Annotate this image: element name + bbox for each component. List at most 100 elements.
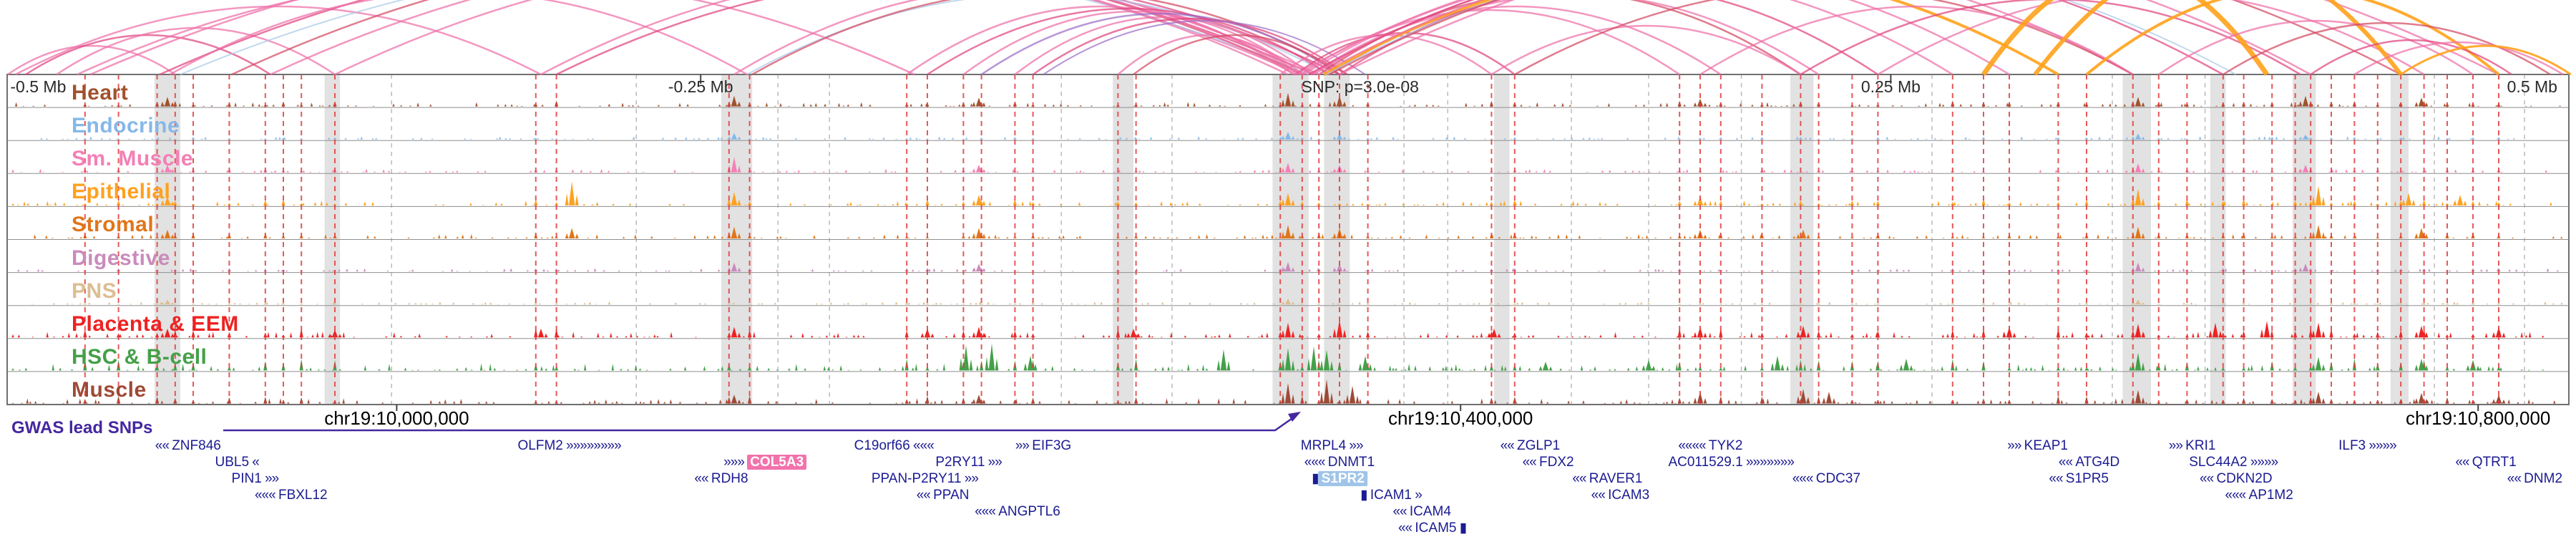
gene-strand-chevrons: ««« [2225, 488, 2249, 503]
ruler-coordinate-label: chr19:10,000,000 [324, 407, 469, 429]
gene-strand-chevrons: »»»»»»»» [562, 438, 622, 453]
gene-label[interactable]: «« ICAM4 [1392, 504, 1451, 519]
interaction-arc [1318, 0, 2311, 76]
interaction-arc [2033, 0, 2403, 76]
gene-name: MRPL4 [1300, 438, 1347, 453]
interaction-arc [1981, 0, 2269, 76]
gene-label[interactable]: »» EIF3G [1015, 438, 1071, 453]
gene-name: ILF3 [2338, 438, 2366, 453]
interaction-arc [169, 0, 748, 76]
interaction-arc [2158, 19, 2474, 76]
interaction-arc [1877, 0, 2425, 76]
gene-label[interactable]: PPAN-P2RY11 »» [872, 471, 979, 486]
gene-name: EIF3G [1032, 438, 1072, 453]
gene-label[interactable]: «« S1PR5 [2049, 471, 2109, 486]
gene-label[interactable]: «« RAVER1 [1572, 471, 1642, 486]
interaction-arc [556, 0, 1340, 76]
track-label: Muscle [72, 377, 147, 402]
track-signal [33, 225, 2563, 238]
gene-label[interactable]: «« ICAM3 [1591, 488, 1650, 503]
gene-name: ZGLP1 [1517, 438, 1561, 453]
gene-label[interactable]: «« PPAN [917, 488, 970, 503]
gene-label[interactable]: »» KRI1 [2169, 438, 2216, 453]
gene-label[interactable]: ▮ ICAM1 » [1360, 488, 1423, 503]
gene-name: CDKN2D [2216, 471, 2273, 486]
gene-name: QTRT1 [2472, 455, 2517, 470]
gene-name: ZNF846 [172, 438, 221, 453]
gene-strand-chevrons: «« [1397, 521, 1415, 536]
gene-label[interactable]: MRPL4 »» [1300, 438, 1364, 453]
gene-name: CDC37 [1815, 471, 1861, 486]
track-label: Digestive [72, 246, 170, 270]
gene-label[interactable]: ««« FBXL12 [255, 488, 328, 503]
gene-strand-chevrons: »» [985, 455, 1002, 470]
gene-strand-chevrons: «« [2455, 455, 2472, 470]
gene-strand-chevrons: »» [2007, 438, 2024, 453]
gene-label[interactable]: AC011529.1 »»»»»»» [1668, 455, 1794, 470]
gene-label[interactable]: ««« CDC37 [1792, 471, 1860, 486]
track-label: Endocrine [72, 114, 180, 138]
interaction-arc [1310, 5, 1722, 76]
axis-label: SNP: p=3.0e-08 [1301, 77, 1419, 96]
gene-name: ICAM4 [1409, 504, 1451, 519]
interaction-arc [334, 0, 1289, 76]
gene-label[interactable]: UBL5 « [215, 455, 259, 470]
gene-label[interactable]: «« FDX2 [1523, 455, 1574, 470]
gene-label[interactable]: «« ZNF846 [155, 438, 221, 453]
interaction-arc [2400, 44, 2572, 76]
axis-label: 0.25 Mb [1860, 77, 1921, 96]
gene-strand-chevrons: «« [916, 488, 934, 503]
gene-strand-chevrons: ««« [254, 488, 278, 503]
gene-strand-chevrons: »» [961, 471, 979, 486]
gene-name: ANGPTL6 [998, 504, 1060, 519]
interaction-arc [1014, 16, 1312, 75]
gene-name: TYK2 [1708, 438, 1743, 453]
gene-strand-chevrons: «« [1572, 471, 1589, 486]
gene-label[interactable]: ««« AP1M2 [2225, 488, 2293, 503]
gene-label[interactable]: ««« DNMT1 [1304, 455, 1375, 470]
gene-label[interactable]: C19orf66 ««« [854, 438, 935, 453]
gene-label[interactable]: «« CDKN2D [2200, 471, 2273, 486]
gene-label[interactable]: ▮ S1PR2 [1312, 471, 1367, 486]
gene-label[interactable]: ««« ANGPTL6 [975, 504, 1060, 519]
interaction-arc [2085, 0, 2500, 76]
gene-label[interactable]: «« QTRT1 [2455, 455, 2516, 470]
gene-label[interactable]: «« ZGLP1 [1501, 438, 1561, 453]
gwas-lead-snps-label: GWAS lead SNPs [11, 418, 153, 437]
interaction-arc [1514, 0, 2134, 76]
interaction-arc [906, 5, 1294, 76]
ruler-coordinate-label: chr19:10,800,000 [2405, 407, 2551, 429]
gene-label[interactable]: »»» COL5A3 [723, 455, 807, 470]
gene-name: UBL5 [215, 455, 250, 470]
gene-name: ICAM5 [1415, 521, 1457, 536]
gene-label[interactable]: «« RDH8 [694, 471, 748, 486]
gene-label[interactable]: ILF3 »»»» [2338, 438, 2397, 453]
gene-strand-chevrons: ««« [1792, 471, 1816, 486]
gene-label[interactable]: «« ICAM5 ▮ [1397, 521, 1467, 536]
interaction-arc [2310, 39, 2512, 76]
interaction-arc [1308, 0, 2224, 76]
interaction-arc [25, 34, 271, 76]
gene-name: ICAM3 [1608, 488, 1650, 503]
gene-label[interactable]: «« ATG4D [2059, 455, 2119, 470]
gene-strand-chevrons: ««« [975, 504, 999, 519]
interaction-arc [962, 10, 1304, 76]
gene-label[interactable]: »» KEAP1 [2007, 438, 2068, 453]
gene-name: ICAM1 [1370, 488, 1412, 503]
gene-name: AC011529.1 [1668, 455, 1743, 470]
gene-strand-chevrons: «« [155, 438, 172, 453]
gene-label[interactable]: OLFM2 »»»»»»»» [518, 438, 622, 453]
gene-name: S1PR2 [1318, 471, 1367, 486]
gene-name: KRI1 [2185, 438, 2216, 453]
gene-label[interactable]: P2RY11 »» [935, 455, 1002, 470]
track-label: Sm. Muscle [72, 147, 194, 171]
gene-label[interactable]: SLC44A2 »»»» [2189, 455, 2278, 470]
gene-label[interactable]: «««« TYK2 [1678, 438, 1742, 453]
gene-strand-chevrons: »» [2168, 438, 2186, 453]
gene-name: DNM2 [2524, 471, 2563, 486]
gene-label[interactable]: «« DNM2 [2507, 471, 2562, 486]
interaction-arc [1117, 34, 1299, 75]
gene-label[interactable]: PIN1 »» [232, 471, 280, 486]
